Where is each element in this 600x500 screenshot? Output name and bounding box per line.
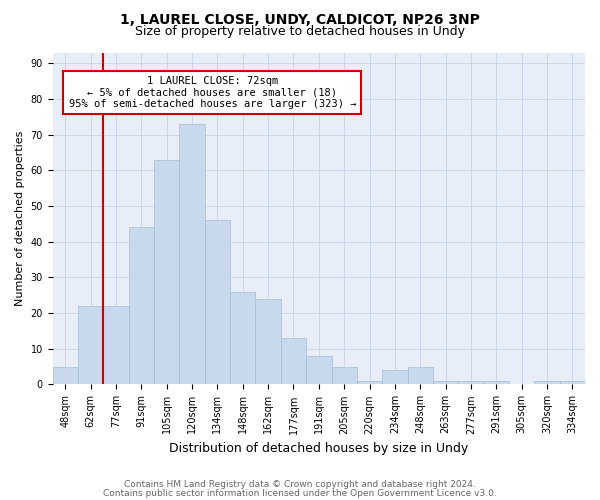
- Bar: [78, 306, 103, 384]
- Bar: [535, 381, 560, 384]
- Text: Contains public sector information licensed under the Open Government Licence v3: Contains public sector information licen…: [103, 488, 497, 498]
- Bar: [205, 220, 230, 384]
- Bar: [179, 124, 205, 384]
- Bar: [103, 306, 129, 384]
- Bar: [484, 381, 509, 384]
- Text: 1 LAUREL CLOSE: 72sqm
← 5% of detached houses are smaller (18)
95% of semi-detac: 1 LAUREL CLOSE: 72sqm ← 5% of detached h…: [68, 76, 356, 109]
- Text: Size of property relative to detached houses in Undy: Size of property relative to detached ho…: [135, 25, 465, 38]
- Bar: [407, 366, 433, 384]
- Bar: [332, 366, 357, 384]
- Y-axis label: Number of detached properties: Number of detached properties: [15, 131, 25, 306]
- Bar: [306, 356, 332, 384]
- Bar: [230, 292, 256, 384]
- Bar: [458, 381, 484, 384]
- Bar: [256, 299, 281, 384]
- Bar: [53, 366, 78, 384]
- Bar: [154, 160, 179, 384]
- Bar: [281, 338, 306, 384]
- Bar: [382, 370, 407, 384]
- Text: Contains HM Land Registry data © Crown copyright and database right 2024.: Contains HM Land Registry data © Crown c…: [124, 480, 476, 489]
- Bar: [560, 381, 585, 384]
- Text: 1, LAUREL CLOSE, UNDY, CALDICOT, NP26 3NP: 1, LAUREL CLOSE, UNDY, CALDICOT, NP26 3N…: [120, 12, 480, 26]
- Bar: [129, 228, 154, 384]
- X-axis label: Distribution of detached houses by size in Undy: Distribution of detached houses by size …: [169, 442, 469, 455]
- Bar: [433, 381, 458, 384]
- Bar: [357, 381, 382, 384]
